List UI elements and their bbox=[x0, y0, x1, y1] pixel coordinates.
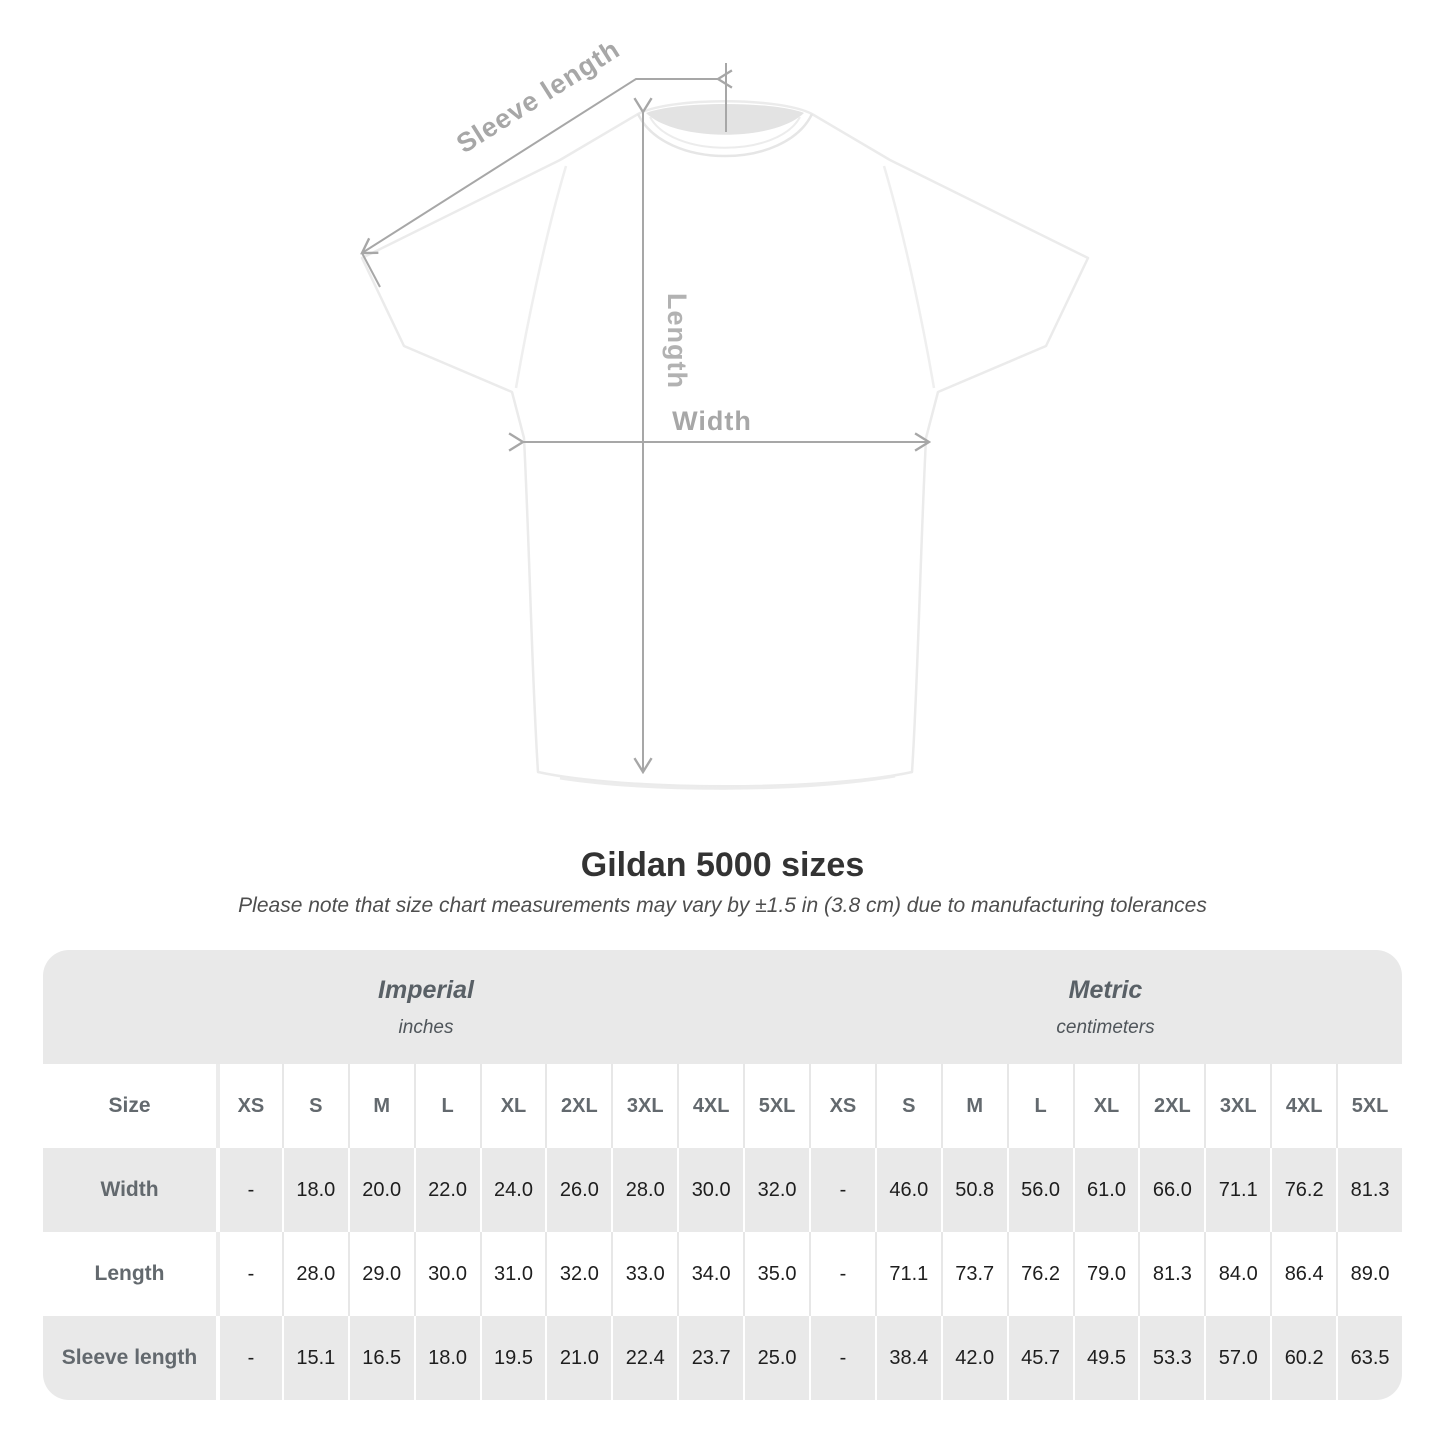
size-header-metric-l: L bbox=[1006, 1064, 1073, 1148]
size-column-header: Size bbox=[43, 1064, 216, 1148]
value-cell: 35.0 bbox=[743, 1232, 809, 1316]
metric-unit: centimeters bbox=[1056, 1016, 1155, 1038]
right-sleeve-seam bbox=[882, 165, 936, 389]
size-chart-table: Imperial inches Metric centimeters Size X… bbox=[43, 950, 1402, 1400]
value-cell: 42.0 bbox=[940, 1316, 1007, 1400]
value-cell: 53.3 bbox=[1138, 1316, 1205, 1400]
value-cell: 56.0 bbox=[1006, 1148, 1073, 1232]
value-cell: 61.0 bbox=[1072, 1148, 1139, 1232]
size-header-imperial-l: L bbox=[413, 1064, 480, 1148]
length-label: Length bbox=[662, 293, 692, 389]
value-cell: 49.5 bbox=[1072, 1316, 1139, 1400]
metric-group-header: Metric centimeters bbox=[808, 950, 1402, 1064]
value-cell: 38.4 bbox=[874, 1316, 941, 1400]
value-cell: 22.0 bbox=[413, 1148, 480, 1232]
size-header-metric-m: M bbox=[940, 1064, 1007, 1148]
size-header-metric-4xl: 4XL bbox=[1270, 1064, 1337, 1148]
value-cell: 21.0 bbox=[545, 1316, 612, 1400]
size-header-metric-3xl: 3XL bbox=[1204, 1064, 1271, 1148]
width-label: Width bbox=[672, 406, 752, 436]
value-cell: 71.1 bbox=[874, 1232, 941, 1316]
imperial-group-header: Imperial inches bbox=[43, 950, 809, 1064]
value-cell: 29.0 bbox=[347, 1232, 414, 1316]
size-header-imperial-5xl: 5XL bbox=[743, 1064, 809, 1148]
value-cell: 18.0 bbox=[281, 1148, 348, 1232]
value-cell: 19.5 bbox=[479, 1316, 546, 1400]
size-header-imperial-4xl: 4XL bbox=[677, 1064, 744, 1148]
value-cell: 24.0 bbox=[479, 1148, 546, 1232]
value-cell: 23.7 bbox=[677, 1316, 744, 1400]
value-cell: 32.0 bbox=[743, 1148, 809, 1232]
size-header-imperial-s: S bbox=[281, 1064, 348, 1148]
value-cell: 76.2 bbox=[1006, 1232, 1073, 1316]
tshirt-measurement-diagram: Sleeve length Length Width bbox=[0, 34, 1090, 790]
value-cell: 84.0 bbox=[1204, 1232, 1271, 1316]
sleeve-length-arrow bbox=[362, 79, 718, 253]
value-cell: 25.0 bbox=[743, 1316, 809, 1400]
size-header-imperial-xs: XS bbox=[216, 1064, 282, 1148]
value-cell: - bbox=[216, 1148, 282, 1232]
size-header-metric-s: S bbox=[874, 1064, 941, 1148]
imperial-unit: inches bbox=[398, 1016, 454, 1038]
value-cell: 63.5 bbox=[1336, 1316, 1402, 1400]
value-cell: 89.0 bbox=[1336, 1232, 1402, 1316]
value-cell: - bbox=[808, 1316, 875, 1400]
metric-label: Metric bbox=[1068, 975, 1143, 1004]
page-title: Gildan 5000 sizes bbox=[580, 846, 865, 884]
imperial-label: Imperial bbox=[378, 975, 474, 1004]
value-cell: 18.0 bbox=[413, 1316, 480, 1400]
size-header-metric-2xl: 2XL bbox=[1138, 1064, 1205, 1148]
size-header-imperial-2xl: 2XL bbox=[545, 1064, 612, 1148]
value-cell: 32.0 bbox=[545, 1232, 612, 1316]
value-cell: 22.4 bbox=[611, 1316, 678, 1400]
value-cell: 20.0 bbox=[347, 1148, 414, 1232]
value-cell: 31.0 bbox=[479, 1232, 546, 1316]
value-cell: 45.7 bbox=[1006, 1316, 1073, 1400]
value-cell: 57.0 bbox=[1204, 1316, 1271, 1400]
value-cell: - bbox=[808, 1148, 875, 1232]
value-cell: 34.0 bbox=[677, 1232, 744, 1316]
size-header-imperial-m: M bbox=[347, 1064, 414, 1148]
size-header-metric-xs: XS bbox=[808, 1064, 875, 1148]
value-cell: 60.2 bbox=[1270, 1316, 1337, 1400]
value-cell: 81.3 bbox=[1336, 1148, 1402, 1232]
value-cell: 16.5 bbox=[347, 1316, 414, 1400]
value-cell: 30.0 bbox=[413, 1232, 480, 1316]
size-header-imperial-xl: XL bbox=[479, 1064, 546, 1148]
value-cell: 71.1 bbox=[1204, 1148, 1271, 1232]
size-header-imperial-3xl: 3XL bbox=[611, 1064, 678, 1148]
value-cell: 33.0 bbox=[611, 1232, 678, 1316]
size-header-metric-5xl: 5XL bbox=[1336, 1064, 1402, 1148]
tshirt-illustration bbox=[360, 100, 1090, 790]
value-cell: 30.0 bbox=[677, 1148, 744, 1232]
row-label: Width bbox=[43, 1148, 216, 1232]
row-label: Sleeve length bbox=[43, 1316, 216, 1400]
value-cell: - bbox=[216, 1232, 282, 1316]
value-cell: - bbox=[216, 1316, 282, 1400]
row-label: Length bbox=[43, 1232, 216, 1316]
value-cell: 26.0 bbox=[545, 1148, 612, 1232]
value-cell: 28.0 bbox=[611, 1148, 678, 1232]
tshirt-body bbox=[360, 100, 1090, 788]
value-cell: 86.4 bbox=[1270, 1232, 1337, 1316]
value-cell: 79.0 bbox=[1072, 1232, 1139, 1316]
value-cell: 50.8 bbox=[940, 1148, 1007, 1232]
value-cell: 76.2 bbox=[1270, 1148, 1337, 1232]
hem-shadow bbox=[559, 774, 896, 790]
value-cell: 81.3 bbox=[1138, 1232, 1205, 1316]
tolerance-note: Please note that size chart measurements… bbox=[238, 894, 1207, 917]
sleeve-length-tail bbox=[361, 252, 381, 288]
measurement-annotations bbox=[362, 63, 929, 772]
value-cell: 66.0 bbox=[1138, 1148, 1205, 1232]
value-cell: - bbox=[808, 1232, 875, 1316]
value-cell: 73.7 bbox=[940, 1232, 1007, 1316]
value-cell: 28.0 bbox=[281, 1232, 348, 1316]
value-cell: 15.1 bbox=[281, 1316, 348, 1400]
value-cell: 46.0 bbox=[874, 1148, 941, 1232]
size-header-metric-xl: XL bbox=[1072, 1064, 1139, 1148]
